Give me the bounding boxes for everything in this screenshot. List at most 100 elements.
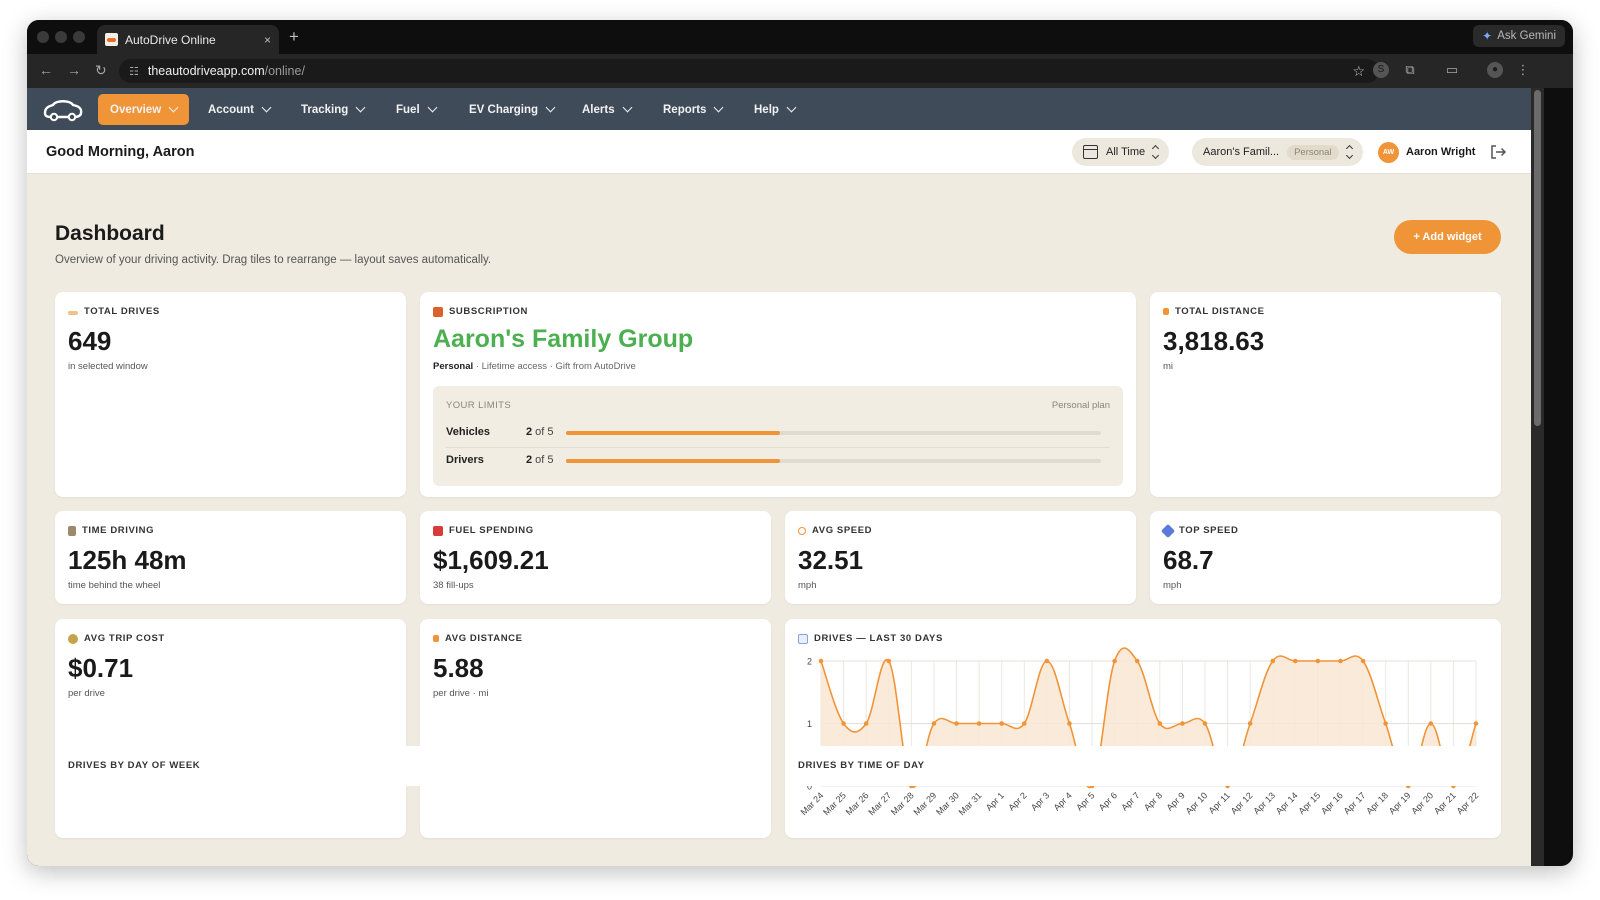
drives-data-point xyxy=(1338,658,1343,664)
close-window-dot[interactable] xyxy=(37,31,49,43)
drives-data-point xyxy=(1202,721,1208,726)
nav-account[interactable]: Account xyxy=(196,94,282,125)
limits-title: YOUR LIMITS xyxy=(446,400,512,411)
limit-row: Vehicles 2 of 5 xyxy=(446,425,1110,441)
tile-label: AVG TRIP COST xyxy=(84,633,165,644)
page-subtitle: Overview of your driving activity. Drag … xyxy=(55,254,492,266)
app-nav-bar: Overview Account Tracking Fuel EV Chargi… xyxy=(27,88,1531,130)
drives-data-point xyxy=(1360,658,1366,664)
side-panel-icon[interactable]: ▭ xyxy=(1445,62,1459,77)
tile-avg-speed[interactable]: AVG SPEED 32.51 mph xyxy=(785,511,1136,604)
tile-note: mi xyxy=(1163,361,1174,372)
tab-close-icon[interactable]: × xyxy=(263,32,271,47)
x-tick-label: Apr 15 xyxy=(1296,790,1322,816)
browser-menu-icon[interactable]: ⋮ xyxy=(1516,62,1530,77)
forward-icon[interactable]: → xyxy=(67,62,81,78)
tile-subscription[interactable]: SUBSCRIPTION Aaron's Family Group Person… xyxy=(420,292,1136,497)
chevron-down-icon xyxy=(714,102,724,113)
x-tick-label: Apr 12 xyxy=(1229,790,1255,816)
chevron-down-icon xyxy=(786,102,797,113)
logout-icon[interactable] xyxy=(1489,143,1507,161)
tile-avg-trip-cost[interactable]: AVG TRIP COST $0.71 per drive xyxy=(55,619,406,838)
page-scrollbar[interactable] xyxy=(1531,88,1544,866)
chevron-down-icon xyxy=(427,102,438,113)
tile-note: mph xyxy=(798,580,817,591)
drives-data-point xyxy=(954,721,959,726)
ask-gemini-label: Ask Gemini xyxy=(1497,30,1556,42)
drives-data-point xyxy=(1383,721,1388,726)
back-icon[interactable]: ← xyxy=(39,62,53,78)
nav-reports[interactable]: Reports xyxy=(651,94,734,125)
nav-fuel[interactable]: Fuel xyxy=(384,94,448,125)
tile-total-distance[interactable]: TOTAL DISTANCE 3,818.63 mi xyxy=(1150,292,1501,497)
tile-label: SUBSCRIPTION xyxy=(449,306,528,317)
autodrive-logo-icon[interactable] xyxy=(41,96,85,122)
browser-tab[interactable]: AutoDrive Online × xyxy=(97,25,279,54)
extension-s-icon[interactable]: S xyxy=(1373,62,1389,78)
drives-data-point xyxy=(886,658,892,664)
tile-drives-by-time[interactable]: DRIVES BY TIME OF DAY xyxy=(785,746,1501,786)
maximize-window-dot[interactable] xyxy=(73,31,85,43)
x-tick-label: Mar 28 xyxy=(889,790,916,817)
nav-overview[interactable]: Overview xyxy=(98,94,190,125)
drives-data-point xyxy=(1067,721,1072,726)
chevron-down-icon xyxy=(261,102,272,113)
toolbar: ← → ↻ ☷ theautodriveapp.com/online/ ☆ S … xyxy=(27,54,1573,88)
tile-fuel-spending[interactable]: FUEL SPENDING $1,609.21 38 fill-ups xyxy=(420,511,771,604)
drives-data-point xyxy=(1428,721,1434,726)
tile-time-driving[interactable]: TIME DRIVING 125h 48m time behind the wh… xyxy=(55,511,406,604)
drives-data-point xyxy=(999,721,1004,726)
tile-avg-distance[interactable]: AVG DISTANCE 5.88 per drive · mi xyxy=(420,619,771,838)
tile-value: 32.51 xyxy=(798,545,864,575)
x-tick-label: Mar 25 xyxy=(821,790,848,817)
scrollbar-thumb[interactable] xyxy=(1534,90,1541,426)
nav-label: Fuel xyxy=(396,103,420,116)
url-host: theautodriveapp.com xyxy=(147,64,265,78)
x-tick-label: Apr 18 xyxy=(1364,790,1390,816)
tile-total-drives[interactable]: TOTAL DRIVES 649 in selected window xyxy=(55,292,406,497)
updown-chevron-icon xyxy=(1345,144,1353,160)
limit-count: 2 of 5 xyxy=(526,426,554,438)
reload-icon[interactable]: ↻ xyxy=(95,62,107,78)
limit-used: 2 xyxy=(526,426,533,438)
nav-tracking[interactable]: Tracking xyxy=(289,94,376,125)
gift-icon xyxy=(433,306,443,317)
nav-help[interactable]: Help xyxy=(742,94,807,125)
drives-data-point xyxy=(863,721,869,726)
y-tick-label: 2 xyxy=(807,657,812,667)
limit-max: of 5 xyxy=(532,454,554,466)
ask-gemini-button[interactable]: ✦ Ask Gemini xyxy=(1473,25,1565,47)
add-widget-button[interactable]: + Add widget xyxy=(1394,220,1501,254)
greeting-text: Good Morning, Aaron xyxy=(46,144,195,160)
profile-icon[interactable]: ● xyxy=(1487,62,1503,78)
user-name[interactable]: Aaron Wright xyxy=(1406,146,1476,158)
bookmark-star-icon[interactable]: ☆ xyxy=(1352,62,1365,79)
drives-data-point xyxy=(841,721,846,726)
subscription-details: · Lifetime access · Gift from AutoDrive xyxy=(473,361,636,372)
avatar[interactable]: AW xyxy=(1378,142,1399,163)
address-bar[interactable]: ☷ theautodriveapp.com/online/ ☆ xyxy=(119,59,1379,83)
subscription-name: Aaron's Family Group xyxy=(433,325,694,353)
tile-top-speed[interactable]: TOP SPEED 68.7 mph xyxy=(1150,511,1501,604)
tile-drives-by-day[interactable]: DRIVES BY DAY OF WEEK xyxy=(55,746,771,786)
extensions-puzzle-icon[interactable]: ⧉ xyxy=(1405,62,1415,77)
drives-data-point xyxy=(1112,658,1117,664)
site-info-icon[interactable]: ☷ xyxy=(129,65,139,78)
drives-data-point xyxy=(1473,721,1479,726)
group-select[interactable]: Aaron's Famil... Personal xyxy=(1192,138,1363,166)
minimize-window-dot[interactable] xyxy=(55,31,67,43)
nav-ev-charging[interactable]: EV Charging xyxy=(457,94,566,125)
tile-drives-chart[interactable]: DRIVES — LAST 30 DAYS 0 1 2 Mar 24 Mar 25 Mar… xyxy=(785,619,1501,838)
nav-alerts[interactable]: Alerts xyxy=(570,94,643,125)
subscription-meta: Personal · Lifetime access · Gift from A… xyxy=(433,361,636,372)
new-tab-icon[interactable]: + xyxy=(289,27,299,46)
x-tick-label: Apr 13 xyxy=(1251,790,1277,816)
time-range-select[interactable]: All Time xyxy=(1072,138,1170,166)
tile-label: DRIVES — LAST 30 DAYS xyxy=(814,633,943,644)
x-tick-label: Apr 20 xyxy=(1409,790,1435,816)
tile-note: 38 fill-ups xyxy=(433,580,474,591)
chart-icon xyxy=(798,633,808,644)
x-tick-label: Apr 4 xyxy=(1052,790,1074,812)
x-tick-label: Mar 31 xyxy=(957,790,984,817)
